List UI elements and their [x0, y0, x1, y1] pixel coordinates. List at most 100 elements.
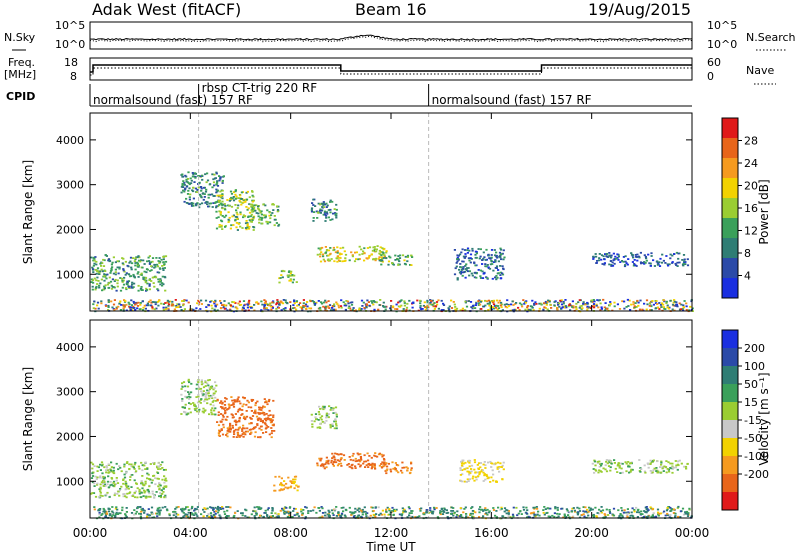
data-cell — [212, 195, 215, 197]
data-cell — [131, 474, 134, 476]
data-cell — [316, 426, 319, 429]
data-cell — [219, 307, 223, 310]
data-cell — [633, 263, 636, 265]
data-cell — [488, 510, 491, 513]
data-cell — [492, 509, 496, 511]
y-tick-label: 4000 — [56, 341, 84, 354]
data-cell — [515, 302, 518, 304]
data-cell — [658, 308, 661, 310]
data-cell — [264, 214, 267, 217]
data-cell — [107, 299, 110, 301]
data-cell — [132, 275, 135, 278]
data-cell — [497, 260, 500, 263]
data-cell — [401, 466, 404, 469]
x-tick-label: 04:00 — [173, 526, 208, 540]
data-cell — [324, 299, 327, 302]
data-cell — [260, 210, 263, 213]
data-cell — [238, 407, 241, 410]
data-cell — [565, 516, 568, 518]
data-cell — [128, 468, 131, 470]
data-cell — [275, 513, 278, 516]
data-cell — [93, 465, 96, 467]
data-cell — [361, 513, 364, 516]
data-cell — [207, 390, 210, 392]
data-cell — [466, 478, 469, 481]
data-cell — [465, 513, 468, 515]
data-cell — [257, 208, 260, 211]
data-cell — [151, 257, 155, 259]
data-cell — [237, 302, 240, 305]
data-cell — [410, 254, 413, 257]
data-cell — [677, 460, 680, 463]
data-cell — [230, 196, 233, 199]
data-cell — [251, 194, 254, 197]
data-cell — [142, 278, 145, 280]
data-cell — [231, 399, 234, 402]
data-cell — [218, 204, 221, 206]
data-cell — [211, 397, 214, 399]
data-cell — [626, 508, 629, 510]
data-cell — [138, 512, 141, 515]
data-cell — [115, 289, 118, 292]
data-cell — [263, 418, 266, 420]
data-cell — [276, 205, 279, 208]
data-cell — [234, 204, 237, 206]
data-cell — [185, 299, 188, 302]
data-cell — [327, 254, 330, 257]
data-cell — [165, 306, 168, 309]
data-cell — [354, 460, 357, 463]
data-cell — [220, 224, 223, 227]
data-cell — [251, 203, 254, 206]
data-cell — [284, 309, 287, 312]
data-cell — [246, 306, 249, 309]
data-cell — [325, 249, 329, 251]
noise-left-tick-bottom: 10^0 — [55, 38, 85, 51]
data-cell — [480, 470, 483, 473]
data-cell — [281, 507, 284, 510]
data-cell — [220, 413, 223, 415]
data-cell — [243, 415, 246, 418]
data-cell — [164, 477, 167, 480]
data-cell — [103, 481, 106, 483]
data-cell — [630, 252, 633, 254]
data-cell — [502, 461, 505, 464]
data-cell — [525, 506, 528, 509]
data-cell — [234, 219, 237, 222]
data-cell — [335, 216, 338, 219]
data-cell — [488, 301, 491, 304]
data-cell — [301, 512, 304, 515]
data-cell — [289, 274, 292, 277]
data-cell — [503, 510, 506, 513]
data-cell — [246, 222, 249, 224]
data-cell — [192, 202, 195, 205]
data-cell — [334, 308, 337, 311]
data-cell — [401, 471, 404, 474]
data-cell — [269, 221, 272, 224]
data-cell — [358, 307, 361, 310]
data-cell — [582, 510, 585, 513]
data-cell — [157, 468, 160, 470]
data-cell — [316, 253, 319, 256]
data-cell — [400, 304, 403, 307]
data-cell — [648, 302, 652, 304]
data-cell — [440, 508, 443, 510]
data-cell — [242, 396, 245, 399]
data-cell — [272, 399, 275, 402]
data-cell — [242, 403, 245, 406]
data-cell — [674, 466, 677, 469]
data-cell — [565, 306, 568, 309]
data-cell — [479, 255, 482, 258]
data-cell — [469, 253, 473, 256]
data-cell — [652, 303, 655, 306]
data-cell — [202, 386, 206, 389]
data-cell — [618, 515, 621, 517]
data-cell — [675, 301, 678, 304]
data-cell — [359, 465, 362, 468]
data-cell — [325, 301, 328, 304]
data-cell — [338, 259, 341, 262]
data-cell — [363, 259, 366, 262]
data-cell — [97, 307, 100, 310]
data-cell — [161, 282, 164, 284]
data-cell — [146, 472, 149, 475]
data-cell — [378, 256, 381, 259]
